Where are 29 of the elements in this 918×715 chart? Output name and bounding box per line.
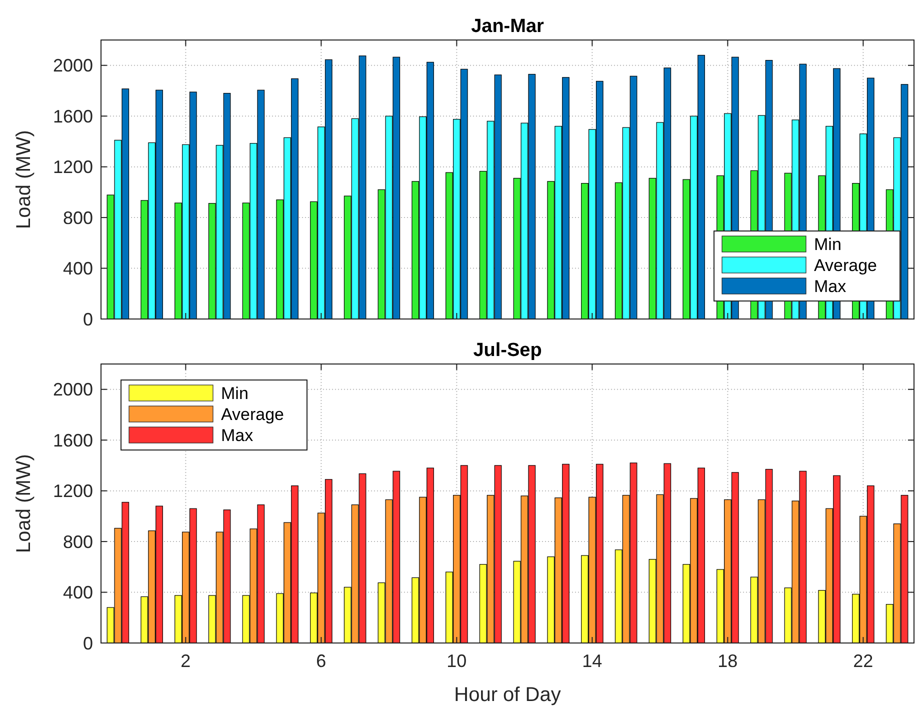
x-axis-title: Hour of Day (454, 684, 561, 706)
y-tick-label: 1600 (52, 106, 93, 126)
x-tick-label: 22 (853, 651, 874, 671)
y-tick-label: 400 (62, 582, 93, 603)
y-axis-title: Load (MW) (13, 454, 35, 553)
y-tick-label: 0 (82, 633, 93, 654)
legend-label: Min (221, 384, 248, 403)
y-axis-title: Load (MW) (13, 130, 35, 229)
legend-label: Average (814, 256, 878, 275)
x-tick-label: 6 (316, 651, 326, 671)
x-tick-label: 10 (446, 651, 467, 671)
y-tick-label: 0 (82, 309, 93, 330)
y-tick-label: 1200 (52, 481, 93, 502)
legend-label: Average (221, 404, 284, 424)
legend-label: Max (221, 426, 254, 445)
chart-title: Jan-Mar (471, 16, 545, 37)
y-tick-label: 800 (62, 532, 93, 552)
y-tick-label: 1200 (52, 157, 93, 178)
y-tick-label: 2000 (52, 56, 93, 76)
chart-title: Jul-Sep (473, 340, 542, 361)
y-tick-label: 1600 (52, 430, 93, 450)
x-tick-label: 18 (718, 651, 738, 671)
x-tick-label: 14 (582, 651, 602, 671)
legend-label: Max (814, 276, 847, 296)
x-tick-label: 2 (180, 651, 191, 671)
legend-label: Min (814, 234, 842, 254)
y-tick-label: 400 (62, 258, 93, 279)
y-tick-label: 2000 (52, 380, 93, 400)
y-tick-label: 800 (62, 208, 93, 228)
